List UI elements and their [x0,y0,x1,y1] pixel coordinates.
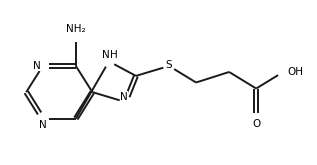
Text: NH₂: NH₂ [66,24,86,34]
Text: OH: OH [288,67,304,77]
Text: O: O [252,119,260,129]
Text: H: H [110,50,118,60]
Text: N: N [120,92,128,102]
Text: N: N [39,120,47,130]
Text: N: N [102,50,110,60]
Text: S: S [166,60,172,70]
Text: N: N [33,61,41,71]
